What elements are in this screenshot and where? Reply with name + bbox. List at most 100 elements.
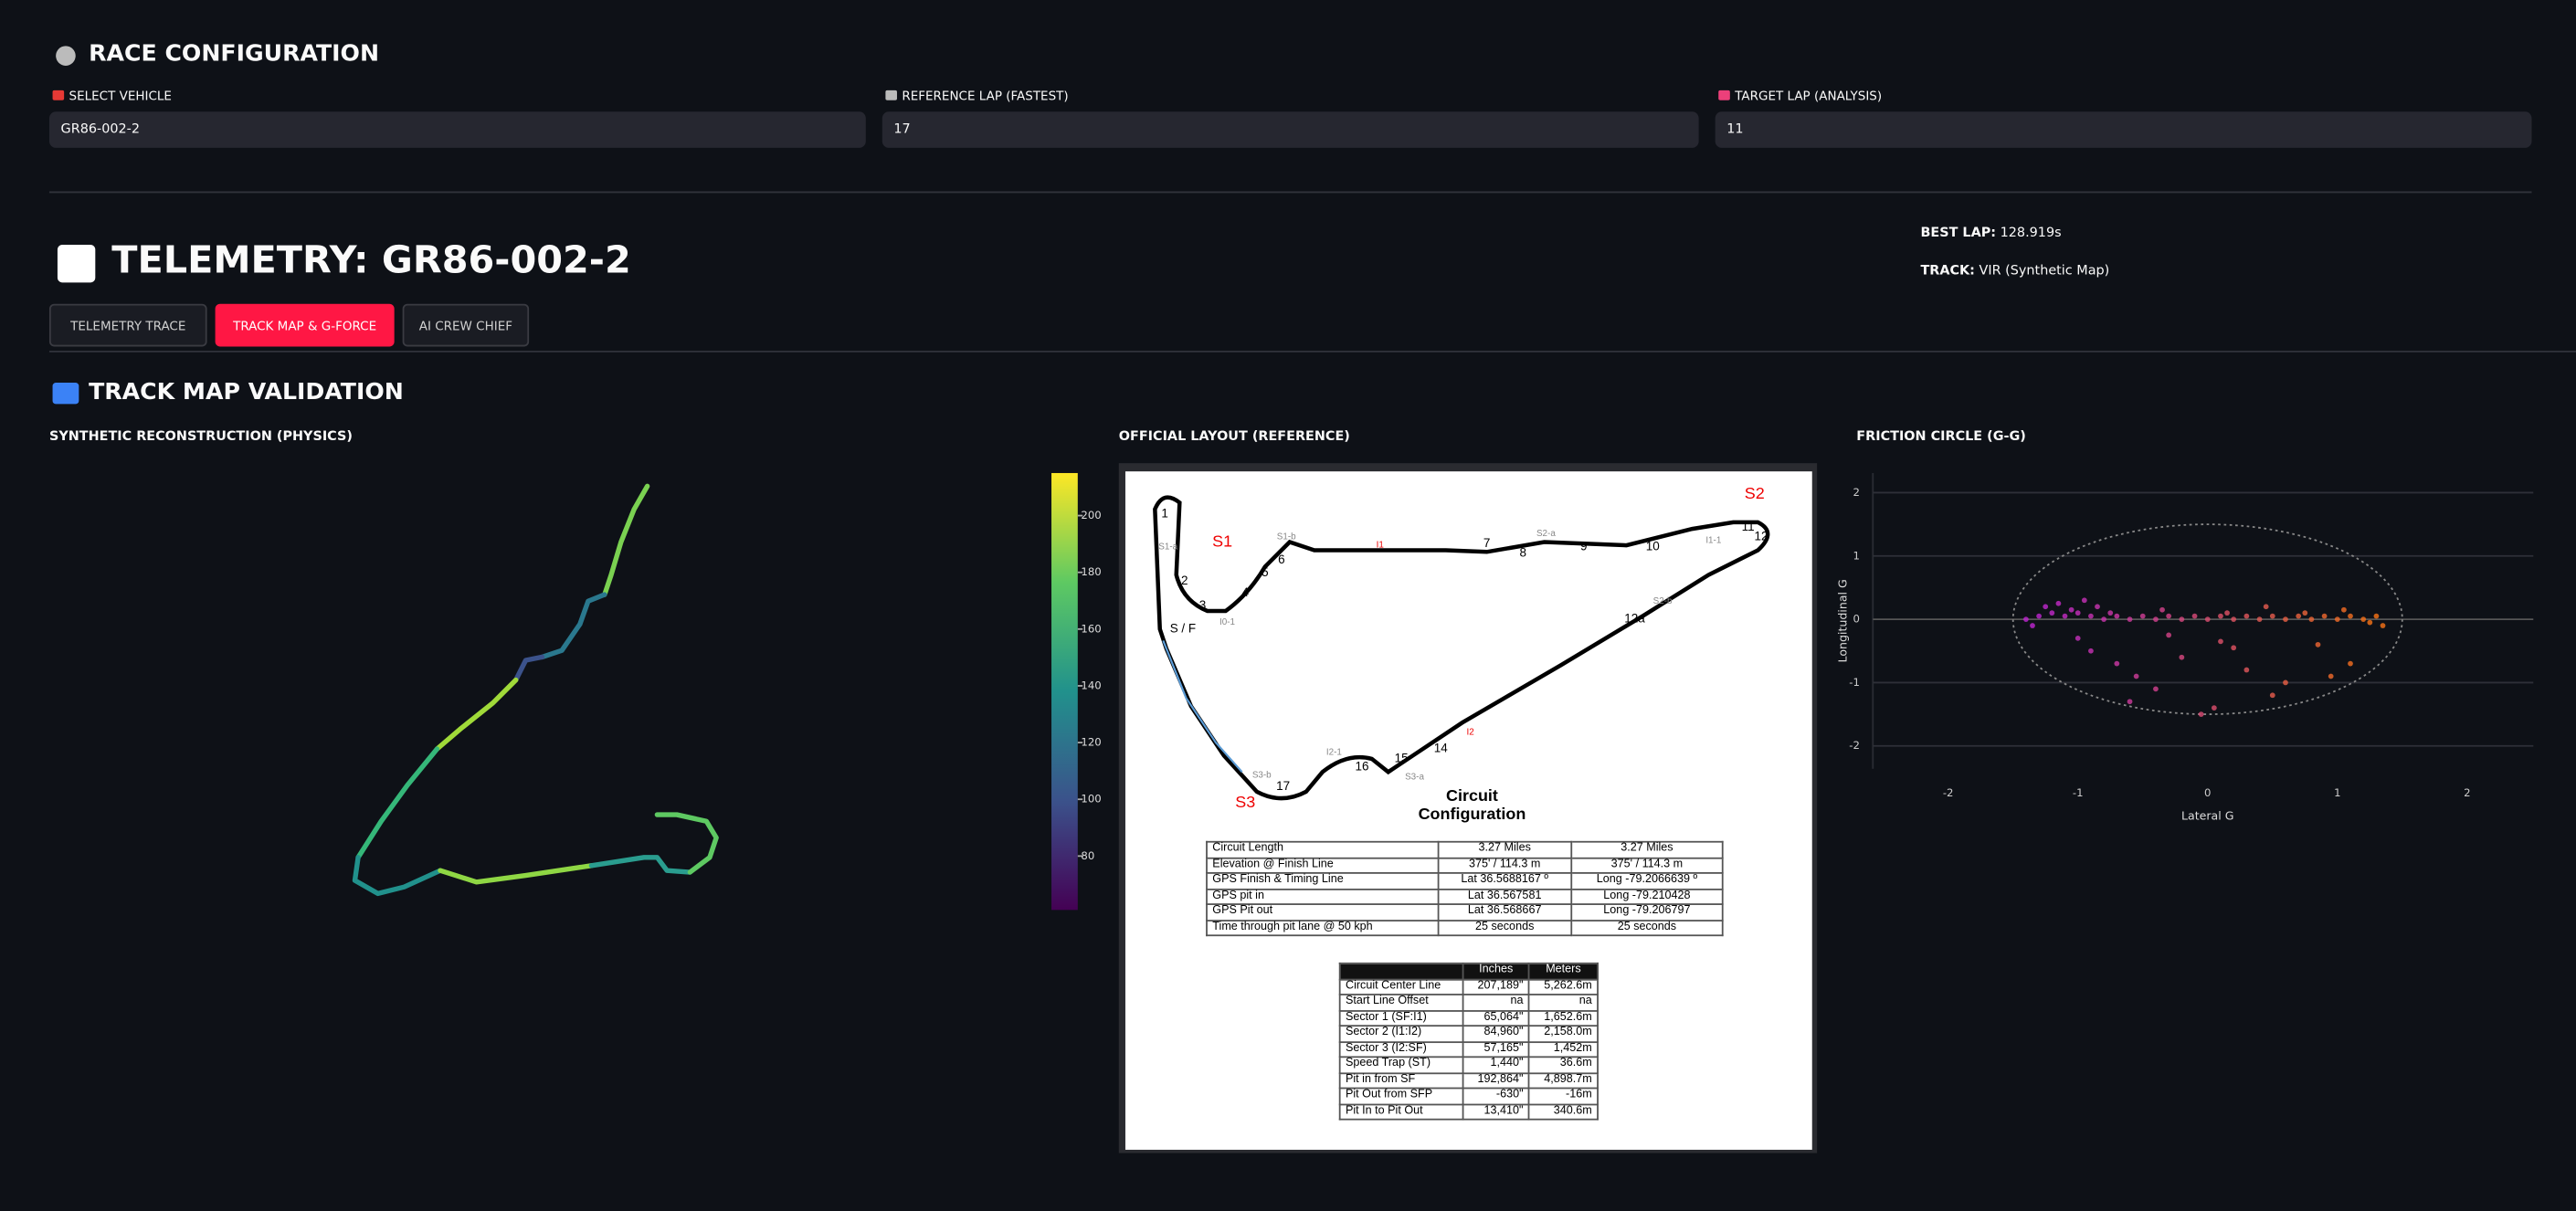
g-point	[2302, 610, 2308, 616]
timing-label: S2-b	[1653, 596, 1673, 606]
turn-label: 7	[1483, 536, 1491, 550]
g-point	[2231, 616, 2237, 622]
table-header: Inches Meters	[1338, 962, 1599, 980]
turn-label: 11	[1742, 520, 1755, 533]
select[interactable]: 17	[882, 111, 1699, 148]
chart-title: SYNTHETIC RECONSTRUCTION (PHYSICS)	[48, 428, 353, 444]
table-cell: Start Line Offset	[1338, 994, 1464, 1011]
table-cell: Lat 36.568667	[1437, 903, 1572, 921]
g-point	[2191, 613, 2198, 619]
table-cell: Pit In to Pit Out	[1338, 1102, 1464, 1121]
g-point	[2075, 610, 2081, 616]
turn-label: 9	[1580, 539, 1588, 553]
select[interactable]: GR86-002-2	[48, 111, 866, 148]
table-cell: Lat 36.5688167 º	[1437, 872, 1572, 890]
table-cell: Long -79.206797	[1570, 903, 1724, 921]
distance-table: Inches Meters Circuit Center Line 207,189" 5…	[1338, 962, 1599, 1121]
header-cell: Meters	[1527, 962, 1599, 980]
table-cell: na	[1527, 994, 1599, 1011]
g-point	[2153, 616, 2159, 622]
table-cell: na	[1462, 994, 1530, 1011]
table-cell: 1,452m	[1527, 1040, 1599, 1058]
y-tick-label: -2	[1849, 739, 1860, 752]
turn-label: 5	[1262, 565, 1269, 579]
g-point	[2328, 673, 2334, 679]
track-segment	[438, 863, 595, 885]
table-row: GPS Pit out Lat 36.568667 Long -79.206797	[1206, 903, 1724, 921]
timing-label: S2-a	[1536, 529, 1556, 539]
config-title: RACE CONFIGURATION	[89, 40, 380, 68]
section-title: TRACK MAP VALIDATION	[89, 379, 404, 406]
g-point	[2159, 606, 2165, 613]
g-point	[2263, 604, 2269, 610]
g-point	[2049, 610, 2055, 616]
turn-label: 12a	[1624, 612, 1645, 626]
select[interactable]: 11	[1715, 111, 2532, 148]
turn-label: 2	[1181, 574, 1188, 587]
g-point	[2030, 623, 2035, 628]
map-icon	[52, 383, 79, 405]
best-lap-label: BEST LAP:	[1920, 225, 1997, 240]
track-segment	[602, 483, 650, 597]
y-tick-label: 0	[1853, 613, 1859, 626]
track-segment	[513, 654, 545, 683]
table-cell: 375' / 114.3 m	[1570, 856, 1724, 874]
g-point	[2315, 641, 2321, 648]
colorbar-tick-label: 180	[1081, 565, 1101, 578]
table-cell: -630"	[1462, 1087, 1530, 1105]
table-cell: 2,158.0m	[1527, 1025, 1599, 1043]
g-point	[2166, 632, 2172, 638]
g-point	[2373, 613, 2380, 619]
points	[2023, 597, 2386, 717]
g-point	[2256, 616, 2263, 622]
g-point	[2218, 638, 2223, 645]
track-segment	[588, 855, 693, 875]
telemetry-title: TELEMETRY: GR86-002-2	[111, 239, 631, 283]
chart-title: FRICTION CIRCLE (G-G)	[1856, 428, 2026, 444]
g-point	[2348, 660, 2353, 667]
caption: Configuration	[1419, 805, 1526, 823]
timing-label: I1-1	[1705, 535, 1722, 545]
tab[interactable]: TELEMETRY TRACE	[48, 303, 207, 347]
g-point	[2153, 686, 2159, 692]
g-point	[2088, 648, 2094, 654]
table-cell: 84,960"	[1462, 1025, 1530, 1043]
sector-label: S2	[1745, 484, 1765, 502]
turn-label: 15	[1395, 751, 1409, 764]
table-row: GPS Finish & Timing Line Lat 36.5688167 º…	[1206, 872, 1724, 890]
g-point	[2095, 604, 2100, 610]
synthetic-track	[352, 483, 719, 897]
table-cell: GPS pit in	[1206, 888, 1440, 905]
g-point	[2283, 679, 2288, 686]
table-row: Sector 3 (I2:SF) 57,165" 1,452m	[1338, 1040, 1599, 1058]
tab[interactable]: AI CREW CHIEF	[402, 303, 530, 347]
x-tick-label: 0	[2204, 786, 2211, 799]
turn-label: 12	[1754, 530, 1768, 543]
pit-lane	[1162, 640, 1243, 774]
table-cell: 3.27 Miles	[1570, 840, 1724, 858]
track-segment	[434, 677, 519, 752]
best-lap-value: 128.919s	[2000, 225, 2062, 240]
g-point	[2055, 600, 2062, 606]
table-row: Elevation @ Finish Line 375' / 114.3 m 375…	[1206, 856, 1724, 874]
g-point	[2166, 613, 2172, 619]
track-segment	[352, 855, 443, 897]
g-point	[2101, 616, 2107, 622]
g-point	[2068, 606, 2075, 613]
colorbar-tick-label: 100	[1081, 793, 1101, 806]
g-point	[2036, 613, 2042, 619]
g-point	[2204, 616, 2211, 622]
g-point	[2139, 613, 2146, 619]
table-cell: 4,898.7m	[1527, 1071, 1599, 1090]
g-point	[2211, 705, 2217, 711]
timing-label: S3-a	[1405, 772, 1424, 782]
turn-label: 1	[1161, 506, 1168, 520]
x-tick-label: 1	[2334, 786, 2340, 799]
g-point	[2114, 613, 2120, 619]
g-point	[2127, 699, 2133, 705]
colorbar-tick-label: 160	[1081, 622, 1101, 635]
header-cell	[1338, 962, 1464, 980]
table-cell: GPS Finish & Timing Line	[1206, 872, 1440, 890]
tab[interactable]: TRACK MAP & G-FORCE	[215, 303, 395, 347]
